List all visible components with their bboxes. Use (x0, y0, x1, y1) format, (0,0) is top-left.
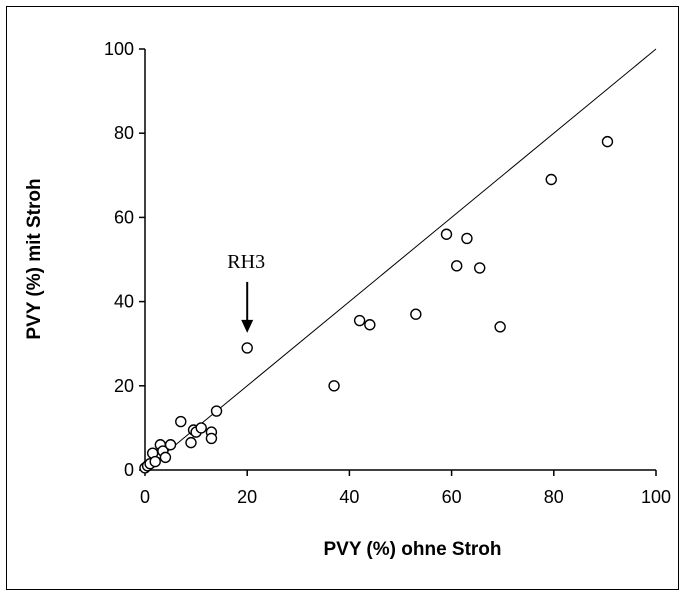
y-tick-label: 60 (114, 207, 134, 227)
data-point (164, 439, 177, 451)
y-tick-label: 40 (114, 292, 134, 312)
data-point (545, 173, 557, 186)
data-point (451, 260, 463, 272)
data-point (241, 342, 253, 354)
data-point (175, 415, 187, 428)
data-point (210, 405, 223, 417)
data-point (494, 321, 506, 333)
axes (144, 49, 656, 471)
x-tick-label: 100 (641, 487, 671, 507)
y-axis-title: PVY (%) mit Stroh (24, 178, 45, 339)
y-tick-label: 20 (114, 376, 134, 396)
data-point (440, 228, 453, 240)
data-point (195, 422, 207, 434)
y-tick-label: 0 (124, 460, 134, 480)
y-ticks: 0 20 40 60 80 100 (104, 39, 145, 480)
x-tick-label: 60 (442, 487, 462, 507)
data-point (474, 262, 486, 274)
x-tick-label: 20 (237, 487, 257, 507)
data-point (461, 232, 473, 245)
x-tick-label: 0 (140, 487, 150, 507)
data-points (139, 135, 614, 474)
annotation-label: RH3 (227, 251, 265, 273)
data-point (353, 314, 366, 327)
chart-frame (6, 6, 679, 590)
x-tick-label: 40 (339, 487, 359, 507)
y-tick-label: 80 (114, 123, 134, 143)
x-ticks: 0 20 40 60 80 100 (140, 470, 671, 507)
data-point (159, 451, 172, 464)
y-tick-label: 100 (104, 39, 134, 59)
data-point (364, 319, 376, 331)
data-point (185, 436, 197, 449)
data-point (410, 308, 422, 320)
annotation-rh3: RH3 (227, 251, 265, 333)
identity-line (144, 48, 657, 471)
x-tick-label: 80 (544, 487, 564, 507)
data-point (328, 380, 340, 392)
data-point (205, 432, 218, 445)
data-point (601, 135, 614, 148)
x-axis-title: PVY (%) ohne Stroh (323, 539, 501, 560)
annotation-arrow-head (241, 319, 254, 333)
data-point (149, 455, 161, 468)
